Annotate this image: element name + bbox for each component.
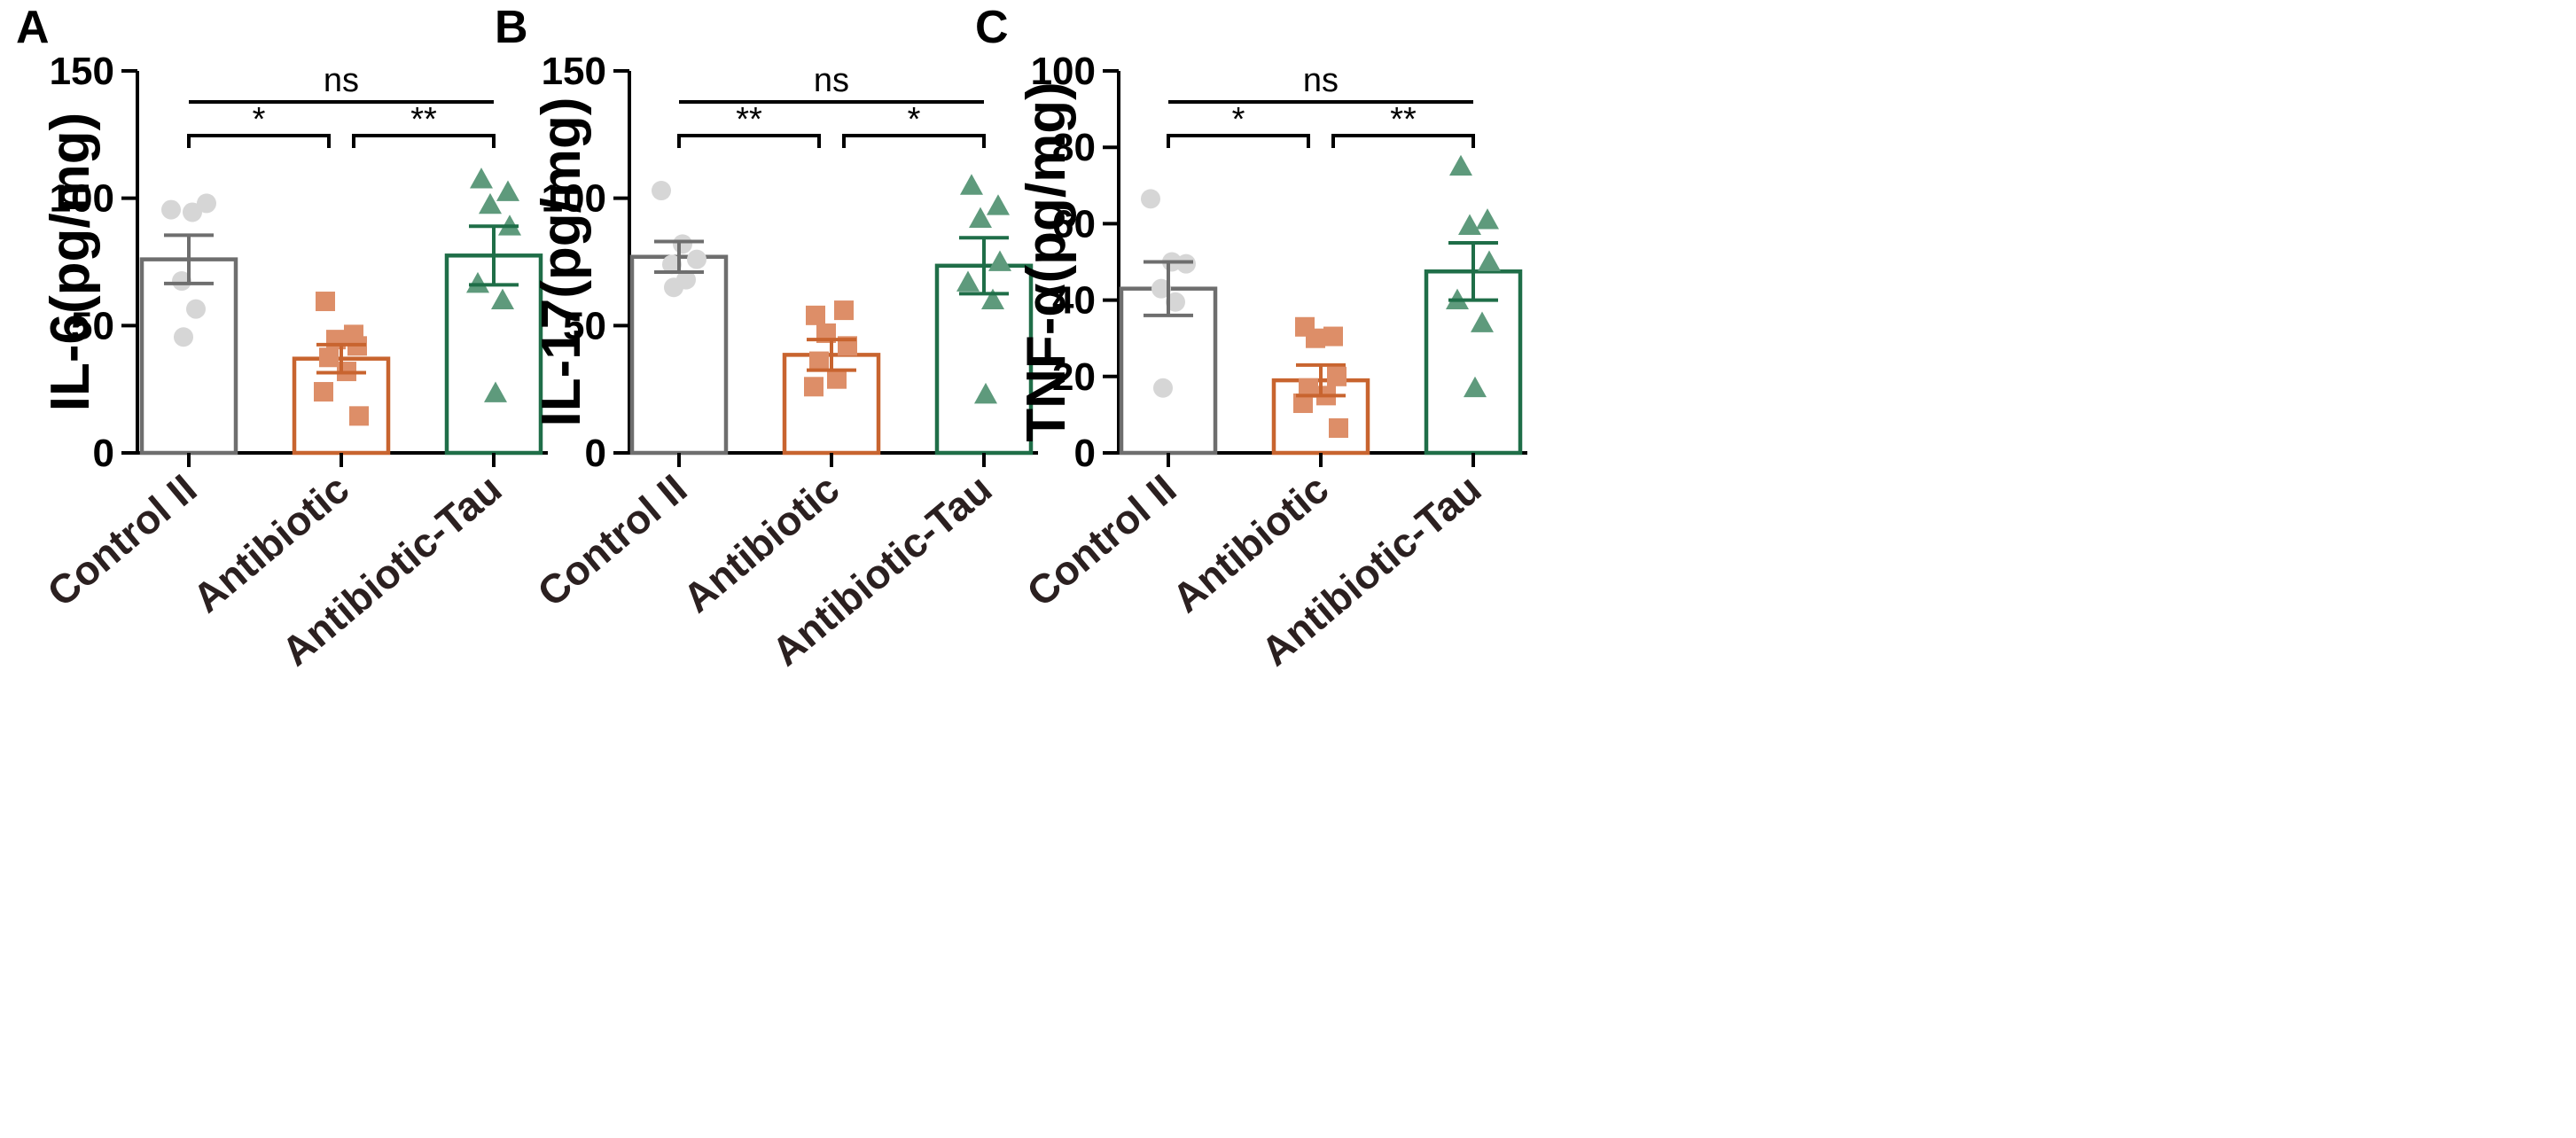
panel-a-point [496, 180, 519, 201]
panel-c-sig-label: ns [1303, 62, 1339, 99]
panel-b-point [988, 250, 1011, 271]
panel-b-point [804, 377, 824, 397]
panel-a-point [466, 271, 489, 293]
panel-a-xtick-label: Control II [38, 465, 205, 616]
panel-b-point [834, 300, 854, 321]
panel-c-point [1151, 278, 1171, 299]
panel-c-point [1166, 292, 1185, 312]
panel-c-ylabel: TNF-α(pg/mg) [1016, 82, 1077, 442]
panel-c-point [1329, 417, 1348, 438]
panel-a-point [319, 347, 339, 368]
panel-b-point [662, 254, 682, 275]
panel-c-letter: C [975, 2, 1009, 53]
panel-a-sig-bracket [352, 134, 496, 148]
panel-b-sig-label: ** [736, 101, 762, 138]
panel-a-ytick-label: 100 [50, 177, 114, 221]
panel-c-point [1323, 326, 1343, 347]
panel-c-point [1327, 366, 1347, 386]
panel-a-ytick-label: 0 [93, 432, 114, 475]
panel-a-point [484, 381, 507, 402]
panel-c-point [1458, 214, 1481, 235]
panel-c-sig-label: ** [1390, 101, 1417, 138]
panel-b-ylabel: IL-17(pg/mg) [531, 97, 592, 427]
panel-b-point [969, 207, 992, 229]
panel-c-point [1471, 311, 1494, 332]
panel-a-sig-label: ns [324, 62, 359, 99]
panel-b-point [827, 369, 847, 389]
panel-c-sig-bracket [1331, 134, 1475, 148]
panel-c-ytick-label: 40 [1052, 279, 1096, 323]
panel-a-ytick-label: 50 [71, 304, 114, 347]
panel-a-point [174, 327, 193, 347]
panel-a-letter: A [16, 2, 50, 53]
panel-a-sig-label: ** [410, 101, 437, 138]
panel-b-sig-label: * [908, 101, 921, 138]
panel-b-point [974, 382, 997, 404]
panel-a-point [314, 382, 333, 402]
panel-c-point [1293, 393, 1313, 413]
panel-a-sig-bracket [187, 134, 331, 148]
panel-b-point [652, 181, 671, 201]
panel-b-letter: B [495, 2, 528, 53]
panel-a-ytick-label: 150 [50, 50, 114, 93]
panel-b-point [987, 194, 1010, 215]
panel-c-sig-label: * [1232, 101, 1245, 138]
panel-c-point [1464, 376, 1487, 398]
panel-a-point [186, 299, 206, 319]
panel-b-point [981, 288, 1004, 309]
panel-b-point [673, 234, 692, 254]
panel-a-ylabel: IL-6(pg/mg) [40, 113, 101, 412]
panel-a-point [197, 193, 216, 214]
panel-b-sig-bracket [842, 134, 986, 148]
panel-c-point [1449, 154, 1472, 176]
panel-c-point [1176, 253, 1196, 274]
panel-c-point [1478, 250, 1501, 271]
panel-b-ytick-label: 100 [542, 177, 606, 221]
panel-c-point [1299, 378, 1318, 398]
panel-b-point [960, 174, 983, 195]
panel-b-point [806, 305, 825, 325]
panel-a-point [316, 292, 335, 312]
panel-b-ytick-label: 50 [563, 304, 606, 347]
panel-c-ytick-label: 100 [1031, 50, 1096, 93]
panel-c-point [1306, 328, 1325, 348]
panel-c-point [1141, 189, 1160, 209]
panel-b-ytick-label: 150 [542, 50, 606, 93]
panel-b-point [809, 351, 829, 371]
panel-b-ytick-label: 0 [585, 432, 606, 475]
panel-a-point [183, 202, 202, 222]
panel-c-ytick-label: 0 [1074, 432, 1096, 475]
panel-c-sig-bracket [1167, 134, 1310, 148]
panel-b-point [956, 270, 980, 292]
panel-c-ytick-label: 80 [1052, 126, 1096, 169]
panel-c-point [1476, 208, 1499, 230]
panel-a-point [161, 199, 181, 220]
panel-b-sig-bracket [677, 134, 821, 148]
panel-c-ytick-label: 20 [1052, 355, 1096, 399]
panel-b-point [664, 277, 683, 298]
panel-c-xtick-label: Control II [1018, 465, 1184, 616]
panel-b-point [687, 249, 706, 269]
panel-a-point [479, 192, 502, 214]
panel-a-point [491, 288, 514, 309]
panel-b-xtick-label: Control II [528, 465, 695, 616]
panel-c-ytick-label: 60 [1052, 202, 1096, 246]
panel-a-point [470, 168, 493, 189]
panel-c-point [1153, 378, 1173, 398]
panel-a-point [172, 271, 191, 292]
panel-a-sig-label: * [253, 101, 266, 138]
panel-a-bar [139, 257, 238, 456]
panel-a-point [349, 406, 369, 426]
panel-b-sig-label: ns [814, 62, 849, 99]
